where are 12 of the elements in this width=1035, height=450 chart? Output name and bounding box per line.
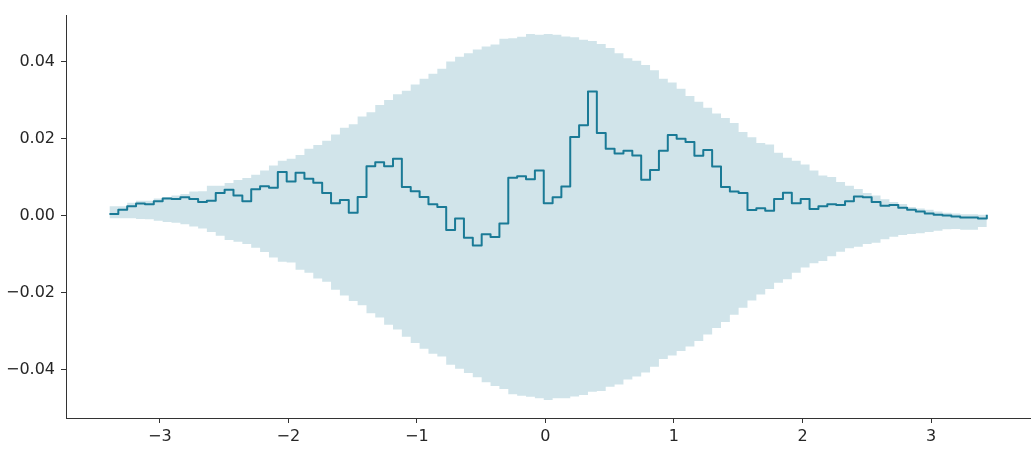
x-tick-label: −2 [276, 425, 301, 445]
x-tick-label: 2 [797, 425, 808, 445]
y-tick-label: 0.04 [19, 50, 55, 70]
y-tick-label: −0.02 [5, 282, 55, 302]
x-tick-label: 0 [540, 425, 551, 445]
x-tick-label: −1 [405, 425, 429, 445]
x-tick-label: 1 [668, 425, 680, 445]
y-tick-label: 0.00 [19, 204, 55, 224]
x-tick-label: −3 [148, 425, 172, 445]
y-tick-label: 0.02 [19, 127, 55, 147]
x-tick-label: 3 [925, 425, 937, 445]
y-tick-label: −0.04 [5, 359, 55, 379]
